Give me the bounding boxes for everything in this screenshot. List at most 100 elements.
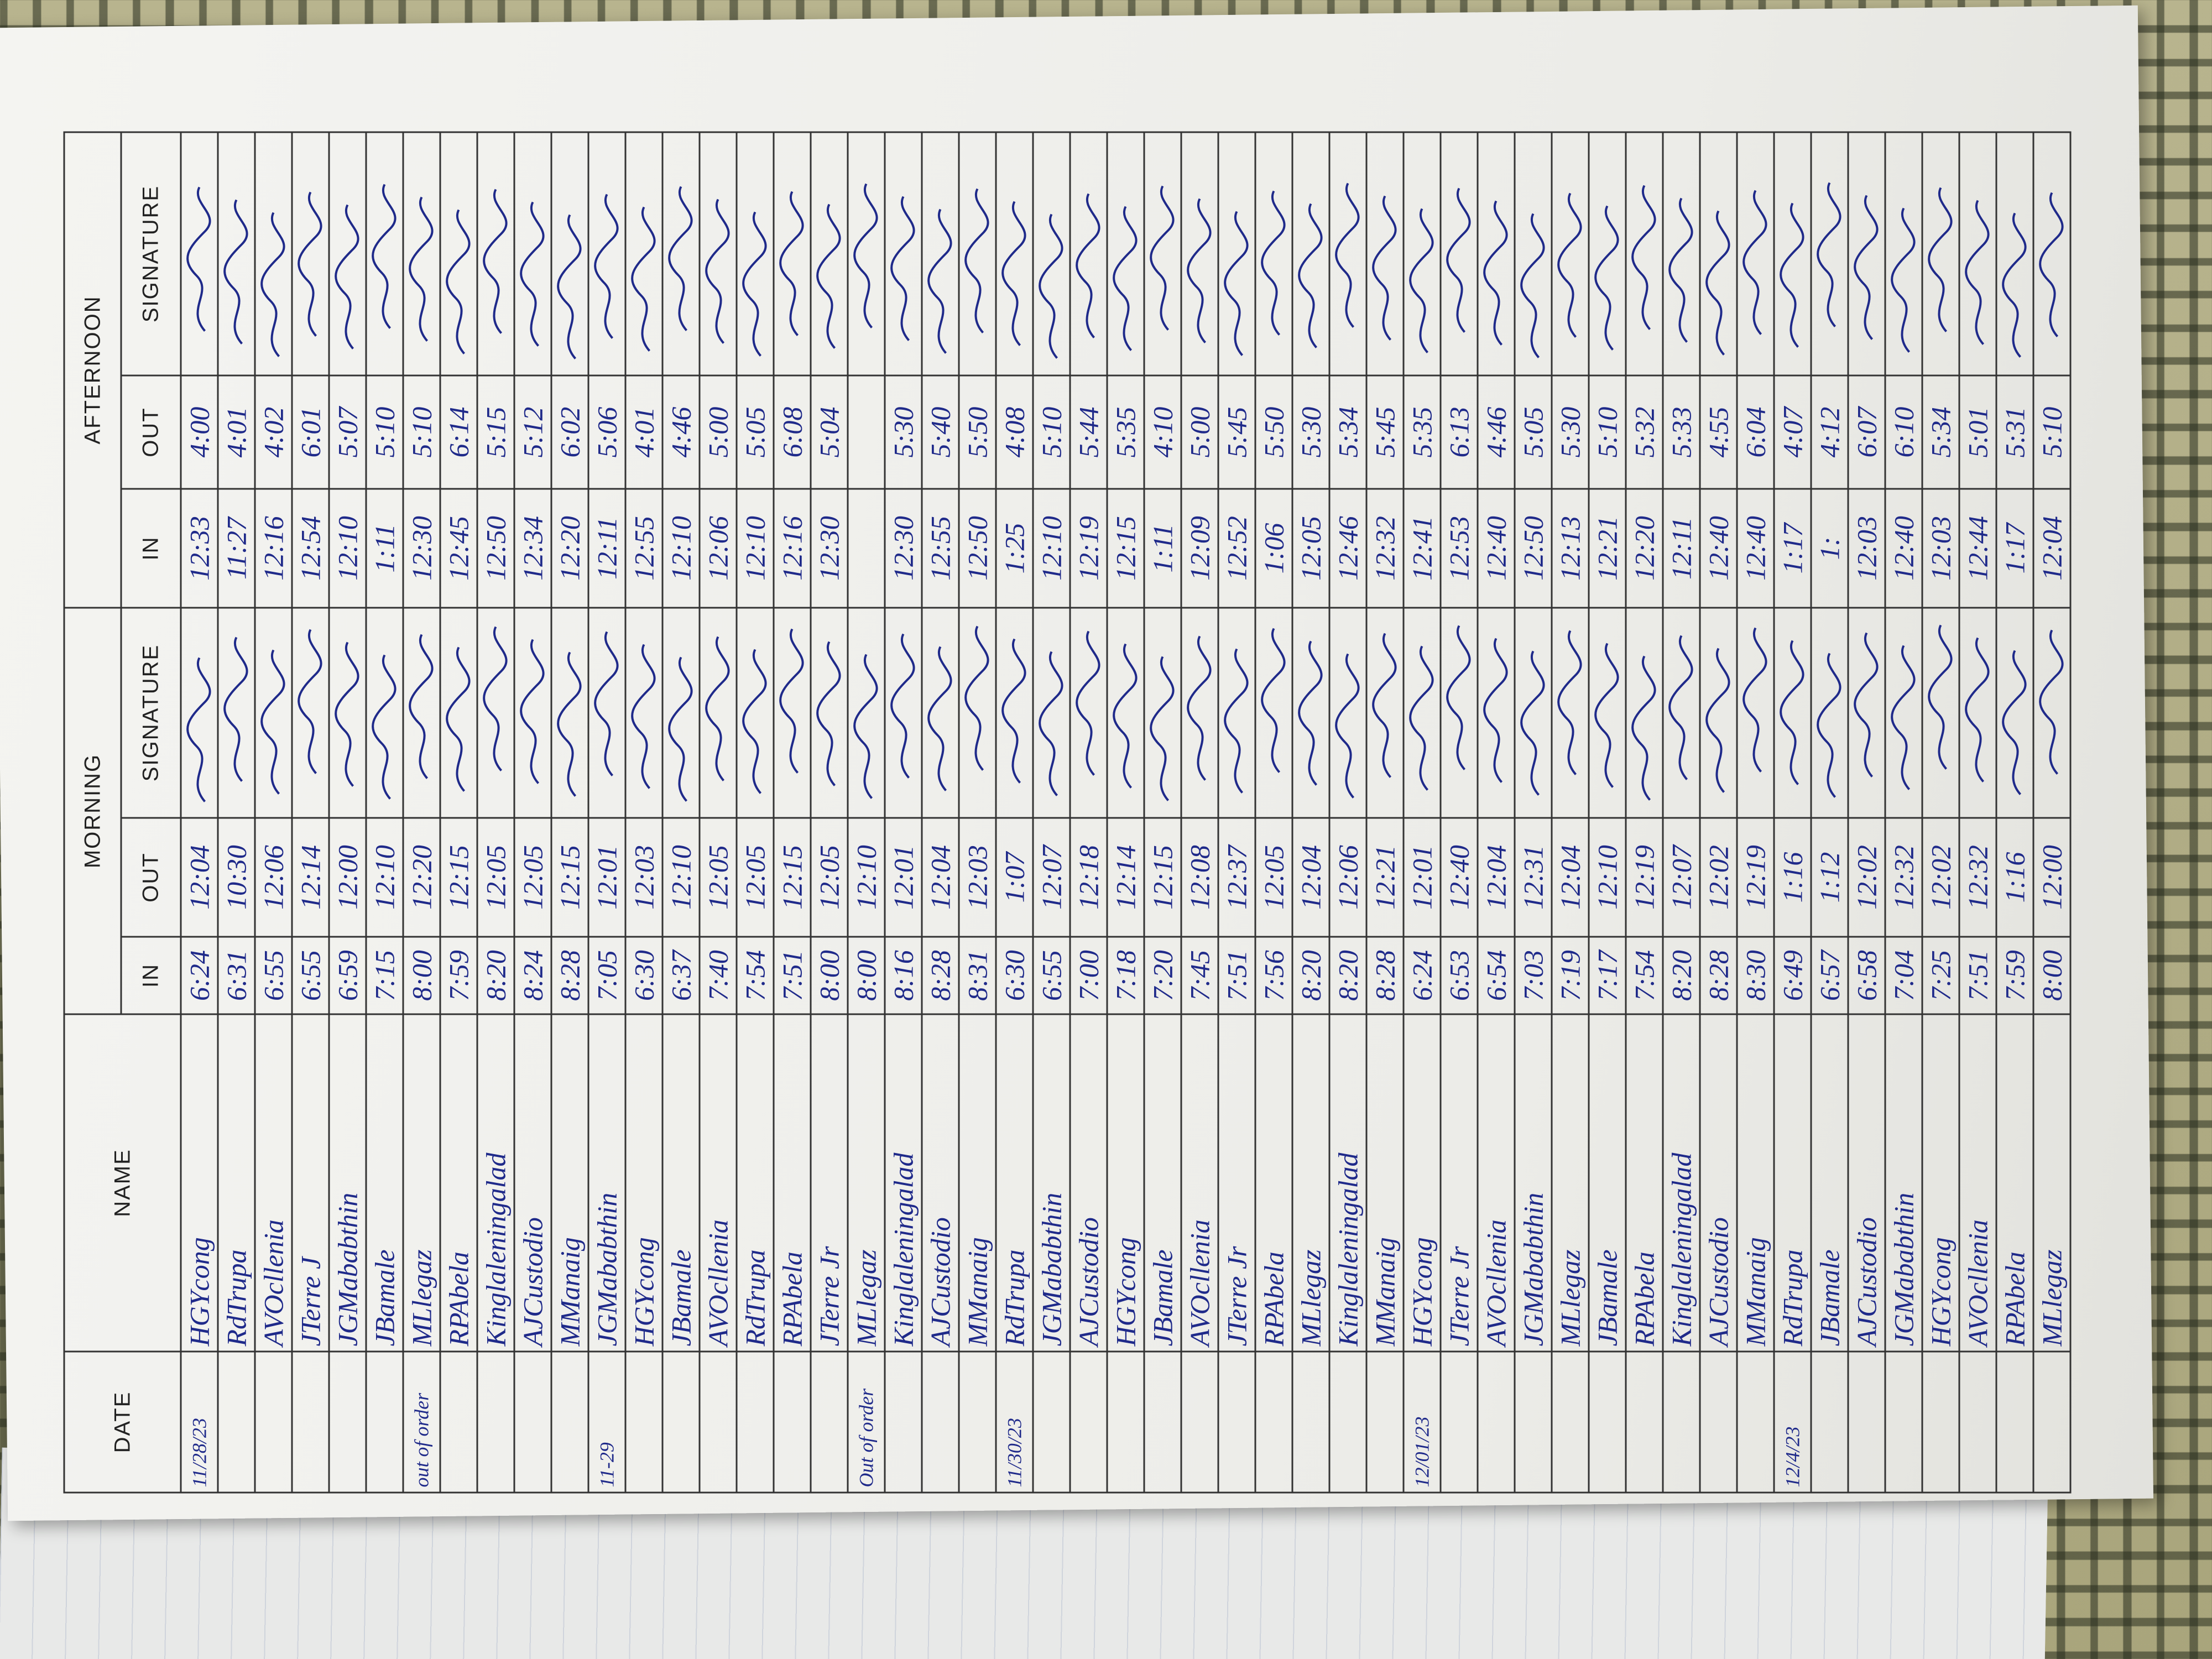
signature-scribble [335, 204, 359, 349]
scribble-stroke [1557, 630, 1582, 775]
time-cell: 12:20 [1626, 488, 1663, 608]
signature-scribble [483, 189, 508, 334]
log-row: AJCustodio 8:28 12:02 12:40 4:55 [1700, 132, 1737, 1493]
date-cell [1922, 1352, 1959, 1493]
time-cell: 1:17 [1996, 488, 2033, 608]
signature-cell [1033, 132, 1070, 375]
signature-cell [1329, 132, 1366, 375]
time-cell: 12:10 [737, 488, 774, 608]
name-cell: AVOcllenia [1478, 1014, 1515, 1352]
name-cell: Kinglaleningalad [477, 1014, 514, 1352]
signature-scribble [1076, 193, 1100, 338]
signature-scribble [594, 631, 619, 776]
time-cell: 12:19 [1070, 488, 1107, 608]
time-cell: 12:30 [403, 488, 440, 608]
time-cell: 5:35 [1107, 375, 1144, 489]
signature-scribble [1001, 638, 1026, 784]
date-cell [329, 1352, 366, 1493]
signature-scribble [779, 628, 804, 774]
scribble-stroke [1298, 203, 1323, 348]
log-row: JGMababthin 7:04 12:32 12:40 6:10 [1885, 132, 1922, 1493]
signature-cell [1811, 607, 1848, 818]
time-cell: 12:20 [551, 488, 588, 608]
signature-cell [366, 607, 403, 818]
scribble-stroke [483, 189, 508, 334]
log-row: RdTrupa 6:31 10:30 11:27 4:01 [218, 132, 255, 1493]
signature-cell [1181, 132, 1218, 375]
name-cell: MLlegaz [2033, 1014, 2070, 1352]
date-cell [1181, 1352, 1218, 1493]
signature-cell [255, 607, 292, 818]
time-cell: 5:12 [514, 375, 551, 489]
time-cell: 5:15 [477, 375, 514, 489]
log-row: 11/28/23 HGYcong 6:24 12:04 12:33 4:00 [181, 132, 218, 1493]
date-cell [700, 1352, 737, 1493]
time-cell: 4:08 [996, 375, 1033, 489]
time-cell: 12:32 [1959, 818, 1996, 937]
time-cell: 5:34 [1329, 375, 1366, 489]
date-cell [366, 1352, 403, 1493]
scribble-stroke [1743, 190, 1767, 335]
time-cell: 12:03 [959, 818, 996, 937]
time-cell: 10:30 [218, 818, 255, 937]
scribble-stroke [1150, 656, 1175, 801]
log-row: RPAbela 7:54 12:19 12:20 5:32 [1626, 132, 1663, 1493]
time-cell [848, 488, 885, 608]
scribble-stroke [1224, 648, 1249, 794]
scribble-stroke [186, 186, 211, 332]
scribble-stroke [890, 633, 915, 779]
time-cell: 12:19 [1626, 818, 1663, 937]
scribble-stroke [1594, 205, 1619, 351]
in-header: IN [121, 937, 181, 1014]
time-cell: 7:18 [1107, 937, 1144, 1014]
date-cell [1589, 1352, 1626, 1493]
date-cell [959, 1352, 996, 1493]
date-cell [1626, 1352, 1663, 1493]
signature-cell [1959, 607, 1996, 818]
time-cell: 6:04 [1737, 375, 1774, 489]
signature-cell [1144, 132, 1181, 375]
name-cell: JBamale [1589, 1014, 1626, 1352]
time-cell: 12:34 [514, 488, 551, 608]
time-cell: 12:15 [1144, 818, 1181, 937]
log-row: RdTrupa 7:54 12:05 12:10 5:05 [737, 132, 774, 1493]
date-cell [1255, 1352, 1292, 1493]
scribble-stroke [1113, 643, 1138, 789]
name-cell: JBamale [1144, 1014, 1181, 1352]
signature-cell [1218, 132, 1255, 375]
date-cell [737, 1352, 774, 1493]
time-cell: 6:53 [1441, 937, 1478, 1014]
name-cell: AVOcllenia [1959, 1014, 1996, 1352]
signature-cell [1663, 607, 1700, 818]
signature-scribble [1483, 200, 1508, 346]
scribble-stroke [335, 204, 359, 349]
time-cell: 8:00 [2033, 937, 2070, 1014]
date-cell [292, 1352, 329, 1493]
time-cell: 12:05 [737, 818, 774, 937]
name-header: NAME [64, 1014, 181, 1352]
scribble-stroke [1001, 638, 1026, 784]
signature-cell [1737, 607, 1774, 818]
signature-cell [1441, 132, 1478, 375]
signature-cell [1070, 607, 1107, 818]
scribble-stroke [260, 212, 285, 357]
name-cell: MManaig [551, 1014, 588, 1352]
scribble-stroke [1076, 193, 1100, 338]
time-cell: 12:10 [1589, 818, 1626, 937]
scribble-stroke [1557, 192, 1582, 338]
scribble-stroke [853, 654, 878, 799]
time-cell: 5:44 [1070, 375, 1107, 489]
time-cell: 12:06 [1329, 818, 1366, 937]
signature-scribble [1335, 653, 1360, 799]
log-row: AVOcllenia 7:45 12:08 12:09 5:00 [1181, 132, 1218, 1493]
time-cell: 1:11 [366, 488, 403, 608]
time-cell: 5:30 [1292, 375, 1329, 489]
signature-scribble [927, 646, 952, 791]
name-cell: RPAbela [1255, 1014, 1292, 1352]
time-cell: 8:16 [885, 937, 922, 1014]
time-cell: 1:11 [1144, 488, 1181, 608]
signature-scribble [1928, 624, 1953, 770]
log-row: MManaig 8:28 12:21 12:32 5:45 [1366, 132, 1404, 1493]
time-cell: 12:16 [774, 488, 811, 608]
